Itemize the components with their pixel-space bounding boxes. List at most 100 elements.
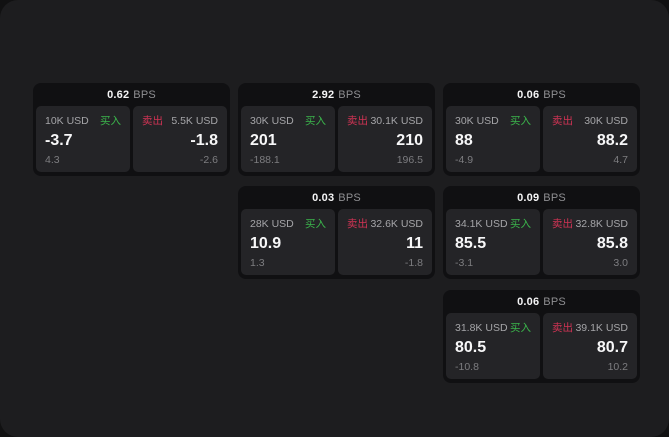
price-panels: 30K USD 买入 201 -188.1 卖出 30.1K USD 210 1… [238, 106, 435, 172]
sell-amount: 30K USD [584, 114, 628, 127]
sell-amount: 32.8K USD [575, 217, 628, 230]
price-panels: 28K USD 买入 10.9 1.3 卖出 32.6K USD 11 -1.8 [238, 209, 435, 275]
buy-price: -3.7 [45, 132, 73, 149]
sell-price: 210 [396, 132, 423, 149]
buy-side-label: 买入 [510, 322, 531, 334]
buy-sub-value: 1.3 [250, 257, 265, 269]
card-header: 0.06 BPS [443, 83, 640, 106]
sell-amount: 39.1K USD [575, 321, 628, 334]
bps-value: 0.62 [107, 88, 130, 101]
quote-card: 0.06 BPS 30K USD 买入 88 -4.9 卖出 30K USD 8… [443, 83, 640, 176]
buy-sub-value: -188.1 [250, 154, 280, 166]
buy-price: 85.5 [455, 235, 487, 252]
buy-panel[interactable]: 31.8K USD 买入 80.5 -10.8 [446, 313, 540, 379]
sell-panel[interactable]: 卖出 30K USD 88.2 4.7 [543, 106, 637, 172]
card-header: 0.06 BPS [443, 290, 640, 313]
sell-sub-value: 3.0 [613, 257, 628, 269]
sell-panel[interactable]: 卖出 5.5K USD -1.8 -2.6 [133, 106, 227, 172]
sell-side-label: 卖出 [552, 115, 573, 127]
buy-sub-value: -10.8 [455, 361, 479, 373]
buy-amount: 30K USD [250, 114, 294, 127]
quote-card: 0.03 BPS 28K USD 买入 10.9 1.3 卖出 32.6K US… [238, 186, 435, 279]
sell-sub-value: 196.5 [396, 154, 423, 166]
bps-value: 2.92 [312, 88, 335, 101]
buy-amount: 10K USD [45, 114, 89, 127]
bps-unit-label: BPS [543, 88, 566, 101]
sell-sub-value: 4.7 [613, 154, 628, 166]
sell-price: 85.8 [596, 235, 628, 252]
bps-unit-label: BPS [338, 88, 361, 101]
sell-side-label: 卖出 [347, 218, 368, 230]
sell-amount: 30.1K USD [370, 114, 423, 127]
buy-amount: 28K USD [250, 217, 294, 230]
sell-sub-value: -1.8 [404, 257, 423, 269]
sell-price: 11 [406, 235, 423, 252]
sell-price: -1.8 [190, 132, 218, 149]
buy-amount: 31.8K USD [455, 321, 508, 334]
buy-side-label: 买入 [305, 218, 326, 230]
card-header: 0.03 BPS [238, 186, 435, 209]
buy-panel-top: 10K USD 买入 [45, 113, 121, 128]
bps-value: 0.06 [517, 295, 540, 308]
sell-price: 88.2 [596, 132, 628, 149]
buy-panel[interactable]: 30K USD 买入 88 -4.9 [446, 106, 540, 172]
price-panels: 10K USD 买入 -3.7 4.3 卖出 5.5K USD -1.8 -2.… [33, 106, 230, 172]
buy-sub-value: -3.1 [455, 257, 474, 269]
sell-side-label: 卖出 [552, 218, 573, 230]
sell-price: 80.7 [596, 339, 628, 356]
buy-sub-value: -4.9 [455, 154, 474, 166]
sell-panel-top: 卖出 32.6K USD [347, 216, 423, 231]
buy-price: 80.5 [455, 339, 487, 356]
sell-panel-top: 卖出 30K USD [552, 113, 628, 128]
buy-panel-top: 28K USD 买入 [250, 216, 326, 231]
buy-panel[interactable]: 28K USD 买入 10.9 1.3 [241, 209, 335, 275]
price-panels: 31.8K USD 买入 80.5 -10.8 卖出 39.1K USD 80.… [443, 313, 640, 379]
card-header: 2.92 BPS [238, 83, 435, 106]
sell-side-label: 卖出 [142, 115, 163, 127]
sell-panel[interactable]: 卖出 32.6K USD 11 -1.8 [338, 209, 432, 275]
quote-card: 0.06 BPS 31.8K USD 买入 80.5 -10.8 卖出 39.1… [443, 290, 640, 383]
bps-unit-label: BPS [133, 88, 156, 101]
buy-side-label: 买入 [100, 115, 121, 127]
card-header: 0.09 BPS [443, 186, 640, 209]
buy-panel-top: 30K USD 买入 [455, 113, 531, 128]
sell-panel[interactable]: 卖出 39.1K USD 80.7 10.2 [543, 313, 637, 379]
price-panels: 34.1K USD 买入 85.5 -3.1 卖出 32.8K USD 85.8… [443, 209, 640, 275]
buy-side-label: 买入 [510, 218, 531, 230]
sell-amount: 32.6K USD [370, 217, 423, 230]
buy-panel-top: 31.8K USD 买入 [455, 320, 531, 335]
sell-panel[interactable]: 卖出 32.8K USD 85.8 3.0 [543, 209, 637, 275]
buy-amount: 34.1K USD [455, 217, 508, 230]
buy-panel[interactable]: 34.1K USD 买入 85.5 -3.1 [446, 209, 540, 275]
quote-card: 0.09 BPS 34.1K USD 买入 85.5 -3.1 卖出 32.8K… [443, 186, 640, 279]
sell-sub-value: -2.6 [199, 154, 218, 166]
quote-card: 2.92 BPS 30K USD 买入 201 -188.1 卖出 30.1K … [238, 83, 435, 176]
buy-amount: 30K USD [455, 114, 499, 127]
bps-unit-label: BPS [338, 191, 361, 204]
buy-panel[interactable]: 30K USD 买入 201 -188.1 [241, 106, 335, 172]
sell-panel-top: 卖出 32.8K USD [552, 216, 628, 231]
sell-panel[interactable]: 卖出 30.1K USD 210 196.5 [338, 106, 432, 172]
sell-sub-value: 10.2 [607, 361, 628, 373]
buy-price: 201 [250, 132, 277, 149]
buy-panel-top: 34.1K USD 买入 [455, 216, 531, 231]
sell-amount: 5.5K USD [171, 114, 218, 127]
buy-side-label: 买入 [305, 115, 326, 127]
quote-card: 0.62 BPS 10K USD 买入 -3.7 4.3 卖出 5.5K USD… [33, 83, 230, 176]
sell-panel-top: 卖出 5.5K USD [142, 113, 218, 128]
sell-side-label: 卖出 [552, 322, 573, 334]
bps-unit-label: BPS [543, 191, 566, 204]
buy-panel[interactable]: 10K USD 买入 -3.7 4.3 [36, 106, 130, 172]
price-panels: 30K USD 买入 88 -4.9 卖出 30K USD 88.2 4.7 [443, 106, 640, 172]
bps-value: 0.03 [312, 191, 335, 204]
sell-panel-top: 卖出 30.1K USD [347, 113, 423, 128]
buy-side-label: 买入 [510, 115, 531, 127]
buy-price: 10.9 [250, 235, 282, 252]
sell-side-label: 卖出 [347, 115, 368, 127]
bps-unit-label: BPS [543, 295, 566, 308]
buy-sub-value: 4.3 [45, 154, 60, 166]
card-header: 0.62 BPS [33, 83, 230, 106]
buy-price: 88 [455, 132, 473, 149]
bps-value: 0.09 [517, 191, 540, 204]
